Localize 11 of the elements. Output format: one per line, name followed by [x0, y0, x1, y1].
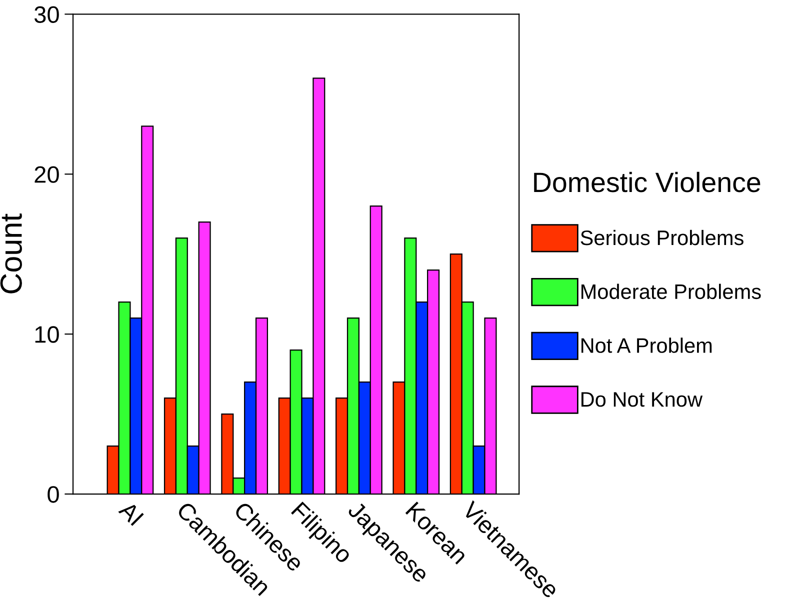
y-axis-title: Count [0, 214, 22, 294]
legend-title: Domestic Violence [534, 172, 760, 192]
x-tick-label: AI [118, 500, 144, 526]
y-tick-label: 0 [48, 486, 59, 503]
y-tick-label: 20 [34, 166, 59, 183]
legend-label: Moderate Problems [581, 284, 761, 300]
legend-label: Not A Problem [581, 338, 712, 353]
y-tick-label: 30 [34, 6, 59, 23]
y-tick-label: 10 [35, 326, 59, 343]
legend-label: Serious Problems [580, 230, 744, 246]
legend-label: Do Not Know [581, 392, 703, 407]
